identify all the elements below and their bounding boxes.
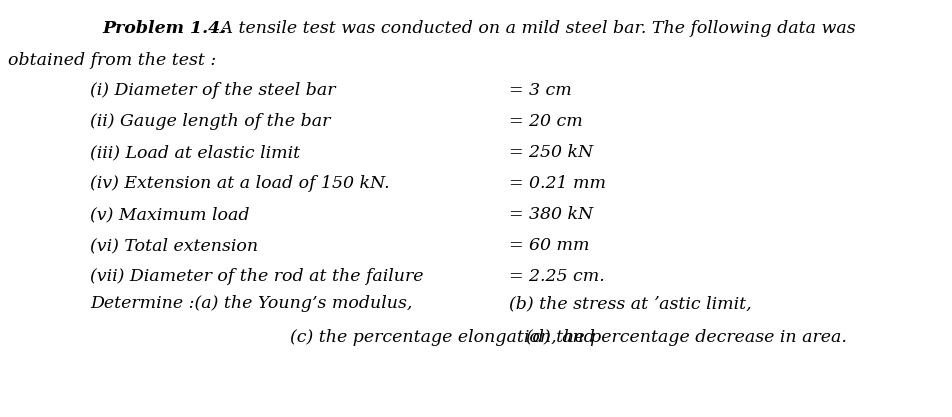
Text: (c) the percentage elongation, and: (c) the percentage elongation, and: [290, 329, 595, 346]
Text: (vii) Diameter of the rod at the failure: (vii) Diameter of the rod at the failure: [90, 268, 424, 285]
Text: = 250 kN: = 250 kN: [509, 144, 593, 161]
Text: = 3 cm: = 3 cm: [509, 82, 572, 99]
Text: (ii) Gauge length of the bar: (ii) Gauge length of the bar: [90, 113, 330, 130]
Text: = 20 cm: = 20 cm: [509, 113, 583, 130]
Text: (v) Maximum load: (v) Maximum load: [90, 206, 250, 223]
Text: (vi) Total extension: (vi) Total extension: [90, 237, 259, 254]
Text: (d) the percentage decrease in area.: (d) the percentage decrease in area.: [526, 329, 846, 346]
Text: obtained from the test :: obtained from the test :: [8, 52, 216, 69]
Text: Problem 1.4.: Problem 1.4.: [103, 20, 228, 37]
Text: = 380 kN: = 380 kN: [509, 206, 593, 223]
Text: = 60 mm: = 60 mm: [509, 237, 590, 254]
Text: = 0.21 mm: = 0.21 mm: [509, 175, 606, 192]
Text: (b) the stress at ʼastic limit,: (b) the stress at ʼastic limit,: [509, 295, 752, 312]
Text: Determine :(a) the Young’s modulus,: Determine :(a) the Young’s modulus,: [90, 295, 413, 312]
Text: = 2.25 cm.: = 2.25 cm.: [509, 268, 605, 285]
Text: (i) Diameter of the steel bar: (i) Diameter of the steel bar: [90, 82, 336, 99]
Text: (iv) Extension at a load of 150 kN.: (iv) Extension at a load of 150 kN.: [90, 175, 390, 192]
Text: (iii) Load at elastic limit: (iii) Load at elastic limit: [90, 144, 301, 161]
Text: A tensile test was conducted on a mild steel bar. The following data was: A tensile test was conducted on a mild s…: [215, 20, 856, 37]
